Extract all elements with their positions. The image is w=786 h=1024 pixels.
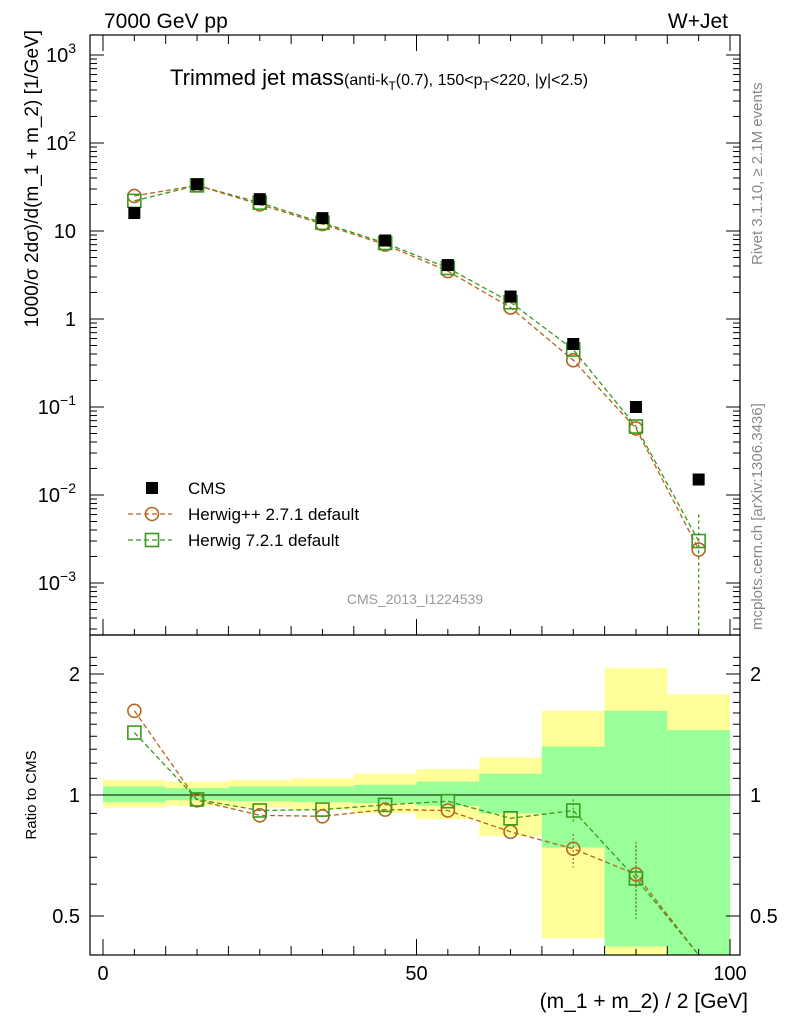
data-point [440,803,456,818]
data-point [253,193,266,206]
rivet-label: Rivet 3.1.10, ≥ 2.1M events [749,83,766,266]
data-point [144,532,160,548]
x-axis-label: (m_1 + m_2) / 2 [GeV] [540,990,748,1013]
x-tick-label: 100 [713,963,746,985]
band-stat [103,786,166,803]
title-sub-T2: T [483,79,491,93]
data-point [252,803,268,818]
data-point [692,473,705,486]
header-left: 7000 GeV pp [104,10,228,33]
y-axis-label-ratio: Ratio to CMS [23,750,40,839]
ratio-series-line [133,710,700,956]
legend-label: CMS [188,479,226,498]
ratio-y-tick-label-right: 1 [750,785,761,807]
data-point [565,841,581,857]
y-tick-label: 1 [65,309,76,331]
data-point [441,259,454,272]
legend-label: Herwig++ 2.7.1 default [188,505,359,524]
data-point [146,482,158,494]
x-tick-label: 0 [97,963,108,985]
legend: CMS Herwig++ 2.7.1 default Herwig 7.2.1 de… [128,479,359,550]
data-point [691,533,706,549]
data-point [629,401,642,413]
ratio-y-tick-label-right: 2 [750,664,761,686]
band-stat [416,781,480,806]
title-sub-rest2: <220, |y|<2.5) [490,72,588,89]
data-point [191,178,204,191]
y-tick-label: 10−1 [38,392,76,419]
data-point [503,811,518,826]
data-point [189,792,205,807]
legend-label: Herwig 7.2.1 default [188,531,339,550]
data-point [316,212,329,225]
y-tick-label: 10−3 [38,568,76,595]
data-point [628,419,644,434]
top-series-marks [127,178,706,635]
data-point [315,802,330,817]
data-point [128,207,141,220]
x-axis-ticks: 0 50 100 [97,35,747,985]
y-tick-label: 10 [54,221,76,243]
ratio-y-tick-label-left: 2 [69,664,80,686]
data-point [377,797,393,813]
band-stat [667,730,730,955]
band-stat [541,746,605,848]
series-line [134,184,700,542]
ratio-series-marks [127,703,700,956]
header-right: W+Jet [668,10,728,33]
title-sub-T: T [388,79,396,93]
title-sub: (anti-k [344,72,389,89]
y-tick-label: 10−2 [38,480,76,507]
data-point [565,352,581,368]
data-point [628,871,644,886]
x-tick-label: 50 [405,963,427,985]
ratio-axis-ticks: 2 2 1 1 0.5 0.5 [52,656,778,956]
title-main: Trimmed jet mass [170,65,344,90]
y-tick-label: 103 [46,40,76,67]
y-tick-label: 102 [46,128,76,155]
band-stat [228,786,292,802]
analysis-id: CMS_2013_I1224539 [347,591,483,607]
ratio-uncertainty-bands [90,667,740,955]
title-sub-rest1: (0.7), 150<p [396,72,483,89]
data-point [144,506,160,522]
ratio-y-tick-label-right: 0.5 [750,906,778,928]
data-point [127,725,142,740]
data-point [565,803,581,818]
plot-title: Trimmed jet mass(anti-kT(0.7), 150<pT<22… [170,65,588,93]
y-axis-label-top: 1000/σ 2dσ)/d(m_1 + m_2) [1/GeV] [22,30,43,328]
mcplots-label: mcplots.cern.ch [arXiv:1306.3436] [749,403,766,630]
data-point [127,703,142,719]
band-stat [479,773,542,814]
data-point [567,337,580,350]
ratio-y-tick-label-left: 0.5 [52,906,80,928]
data-point [379,234,392,247]
band-stat [353,784,417,804]
ratio-panel-frame [89,634,741,956]
data-point [504,290,517,303]
ratio-series-line [133,732,700,956]
series-line [134,184,700,550]
data-point [691,542,706,557]
data-point [440,793,456,809]
ratio-y-tick-label-left: 1 [69,785,80,807]
band-stat [291,786,354,803]
